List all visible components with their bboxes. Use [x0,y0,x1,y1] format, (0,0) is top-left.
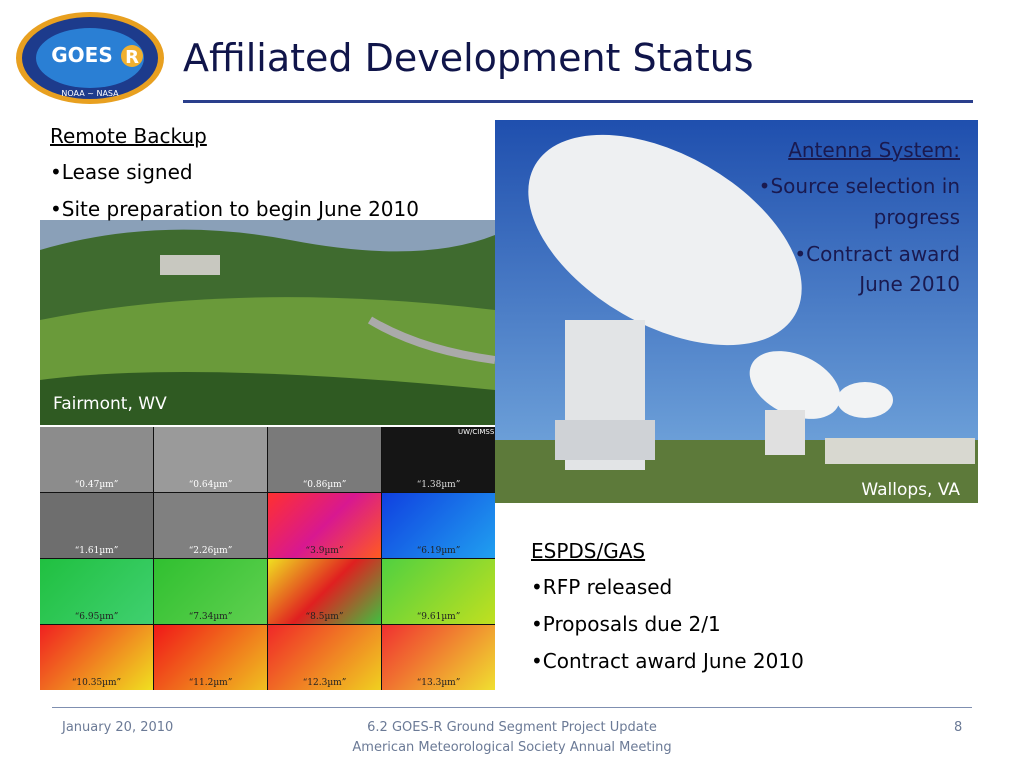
band-label: “9.61µm” [416,612,461,622]
band-image: “0.47µm” [40,427,153,492]
band-image: “8.5µm” [268,559,381,624]
antenna-heading: Antenna System: [788,138,960,162]
slide-title: Affiliated Development Status [183,36,754,80]
band-label: “11.2µm” [188,678,233,688]
band-image: “6.95µm” [40,559,153,624]
band-image: “13.3µm” [382,625,495,690]
band-label: “12.3µm” [302,678,347,688]
footer-rule [52,707,972,708]
band-image: “1.61µm” [40,493,153,558]
espds-bullet: •RFP released [531,575,673,599]
band-image: “12.3µm” [268,625,381,690]
footer-center: American Meteorological Society Annual M… [352,740,672,755]
photo-caption: Wallops, VA [861,480,960,500]
band-image: “3.9µm” [268,493,381,558]
band-image: “9.61µm” [382,559,495,624]
footer-date: January 20, 2010 [62,720,174,735]
band-image: “0.64µm” [154,427,267,492]
espds-heading: ESPDS/GAS [531,539,646,563]
logo: GOES R NOAA ~ NASA [16,12,164,104]
band-image: “1.38µm” [382,427,495,492]
photo-caption: Fairmont, WV [53,394,167,414]
remote-bullet: •Lease signed [50,160,193,184]
espds-bullet: •Contract award June 2010 [531,649,804,673]
image-credit: UW/CIMSS [458,428,495,436]
band-label: “2.26µm” [188,546,233,556]
band-label: “1.38µm” [416,480,461,490]
band-label: “0.86µm” [302,480,347,490]
antenna-line: progress [873,205,960,229]
antenna-line: •Source selection in [758,174,960,198]
band-label: “3.9µm” [305,546,344,556]
logo-text: GOES [51,43,112,67]
satellite-imagery: “0.47µm” “0.64µm” “0.86µm” “1.38µm” “1.61µm”… [40,427,495,690]
band-image: “2.26µm” [154,493,267,558]
band-label: “0.64µm” [188,480,233,490]
remote-heading: Remote Backup [50,124,207,148]
band-label: “1.61µm” [74,546,119,556]
antenna-line: •Contract award [794,242,960,266]
band-label: “6.95µm” [74,612,119,622]
band-label: “8.5µm” [305,612,344,622]
band-image: “6.19µm” [382,493,495,558]
band-image: “10.35µm” [40,625,153,690]
logo-agencies: NOAA ~ NASA [61,89,119,98]
band-label: “10.35µm” [71,678,122,688]
band-image: “7.34µm” [154,559,267,624]
wallops-photo [495,120,978,503]
band-image: “11.2µm” [154,625,267,690]
band-image: “0.86µm” [268,427,381,492]
logo-letter: R [125,47,139,68]
band-label: “0.47µm” [74,480,119,490]
footer-center: 6.2 GOES-R Ground Segment Project Update [367,720,657,735]
title-rule [183,100,973,103]
espds-bullet: •Proposals due 2/1 [531,612,721,636]
fairmont-photo [40,120,495,425]
antenna-line: June 2010 [859,272,960,296]
remote-bullet: •Site preparation to begin June 2010 [50,197,419,221]
page-number: 8 [954,720,963,735]
band-label: “13.3µm” [416,678,461,688]
band-label: “6.19µm” [416,546,461,556]
band-label: “7.34µm” [188,612,233,622]
